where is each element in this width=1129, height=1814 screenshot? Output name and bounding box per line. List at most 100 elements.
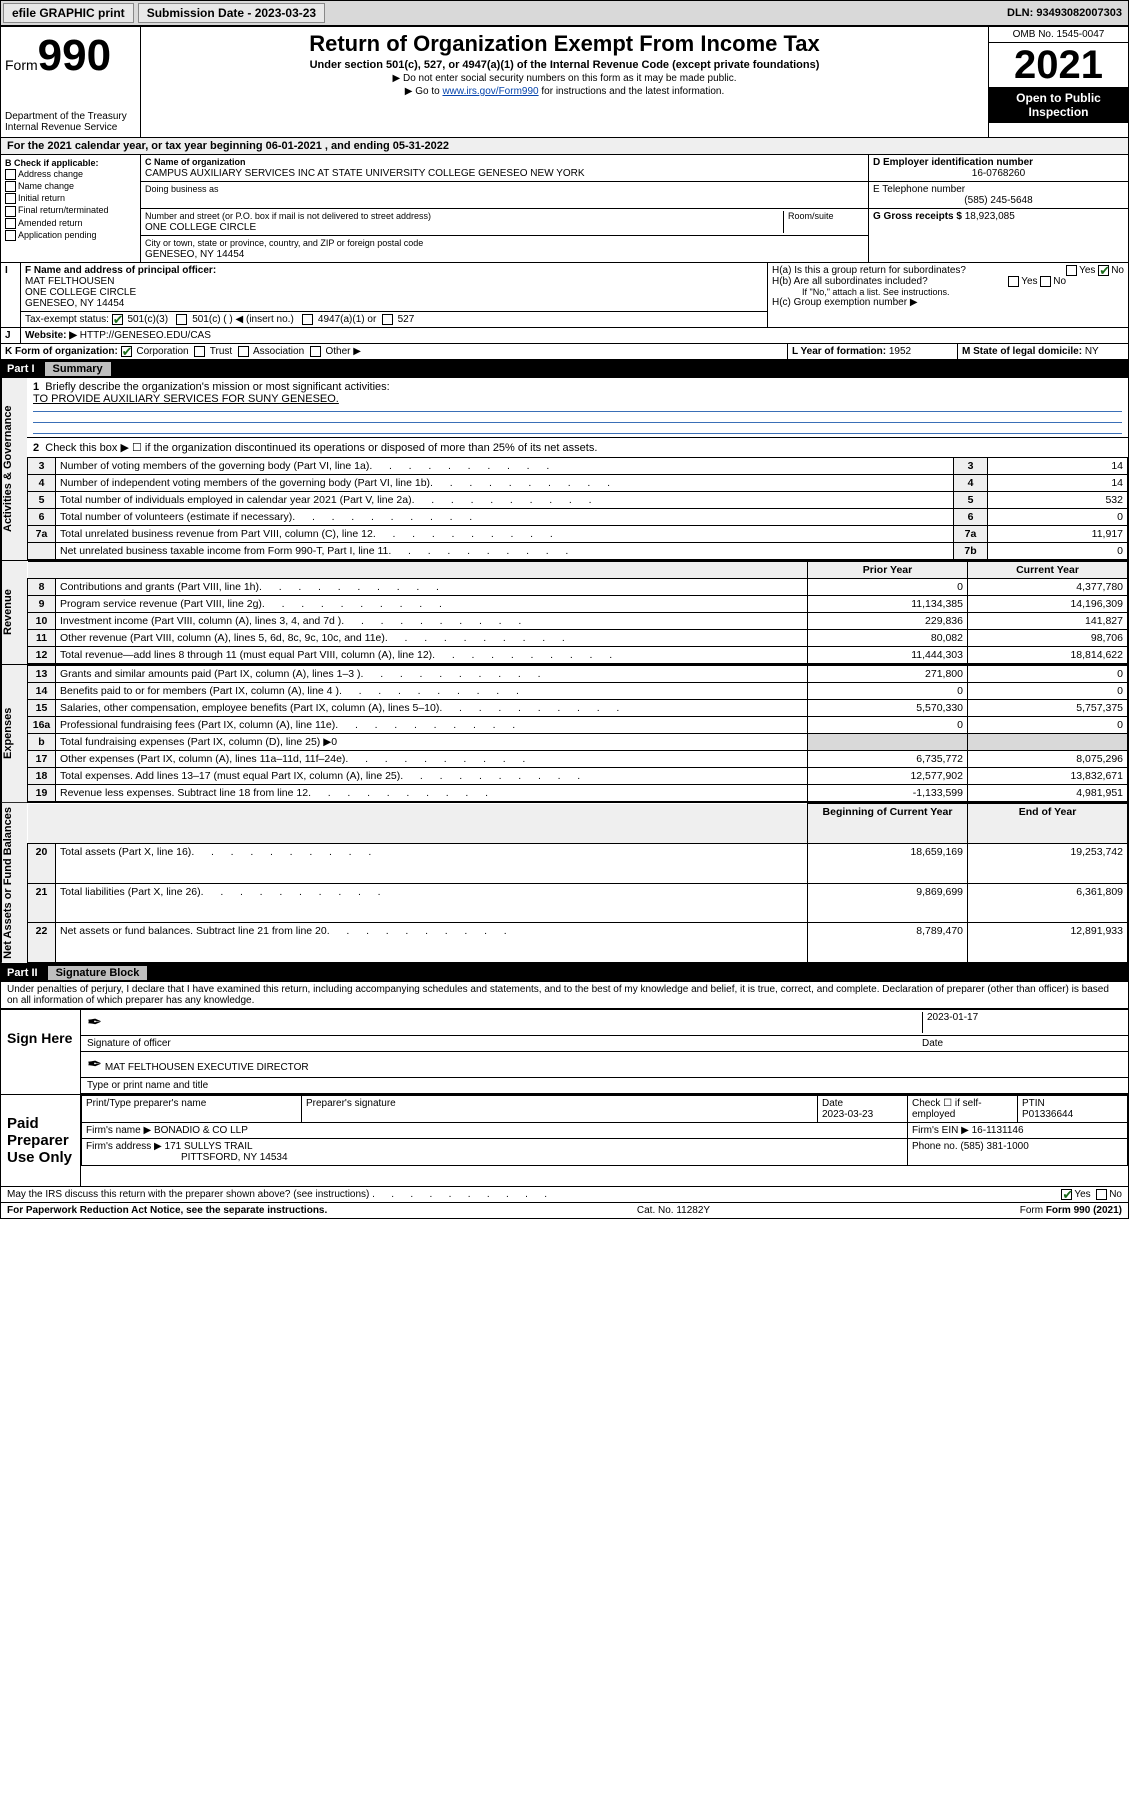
footer-right-txt: Form 990 (2021)	[1046, 1205, 1122, 1216]
chk-527[interactable]	[382, 314, 393, 325]
officer-name: MAT FELTHOUSEN	[25, 276, 114, 287]
chk-4947[interactable]	[302, 314, 313, 325]
note-link: ▶ Go to www.irs.gov/Form990 for instruct…	[151, 86, 978, 97]
chk-pending[interactable]: Application pending	[5, 230, 136, 241]
note-ssn: ▶ Do not enter social security numbers o…	[151, 73, 978, 84]
col-h: H(a) Is this a group return for subordin…	[768, 263, 1128, 327]
header-left: Form990 Department of the Treasury Inter…	[1, 27, 141, 137]
officer-addr2: GENESEO, NY 14454	[25, 298, 124, 309]
hb-label: H(b) Are all subordinates included?	[772, 276, 928, 287]
discuss-no[interactable]	[1096, 1189, 1107, 1200]
chk-address-lbl: Address change	[18, 169, 83, 179]
chk-trust[interactable]	[194, 346, 205, 357]
line-j: J Website: ▶ HTTP://GENESEO.EDU/CAS	[1, 328, 1128, 344]
city: GENESEO, NY 14454	[145, 249, 244, 260]
dept-label: Department of the Treasury	[5, 111, 136, 122]
section-bcdeg: B Check if applicable: Address change Na…	[1, 155, 1128, 263]
irs-link[interactable]: www.irs.gov/Form990	[442, 86, 538, 97]
ptin-lbl: PTIN	[1022, 1098, 1045, 1109]
j-prefix: J	[1, 328, 21, 343]
yes-lbl2: Yes	[1021, 276, 1037, 287]
chk-other[interactable]	[310, 346, 321, 357]
line2: Check this box ▶ ☐ if the organization d…	[45, 442, 597, 454]
room-label: Room/suite	[788, 211, 834, 221]
form-header: Form990 Department of the Treasury Inter…	[1, 27, 1128, 138]
part-i-num: Part I	[7, 363, 35, 375]
chk-corp[interactable]	[121, 346, 132, 357]
form-subtitle: Under section 501(c), 527, or 4947(a)(1)…	[151, 59, 978, 71]
chk-amended[interactable]: Amended return	[5, 218, 136, 229]
part-ii-title: Signature Block	[48, 966, 148, 980]
opt-501c: 501(c) ( ) ◀ (insert no.)	[192, 314, 294, 325]
declaration: Under penalties of perjury, I declare th…	[1, 982, 1128, 1008]
chk-address[interactable]: Address change	[5, 169, 136, 180]
preparer-table: Print/Type preparer's name Preparer's si…	[81, 1095, 1128, 1166]
discuss-yes[interactable]	[1061, 1189, 1072, 1200]
firm-addr-lbl: Firm's address ▶	[86, 1141, 162, 1152]
chk-name[interactable]: Name change	[5, 181, 136, 192]
efile-button[interactable]: efile GRAPHIC print	[3, 3, 134, 23]
footer-right: Form Form 990 (2021)	[1020, 1205, 1122, 1216]
grid-netassets: Beginning of Current YearEnd of Year20To…	[27, 803, 1128, 963]
paid-label: Paid Preparer Use Only	[1, 1095, 81, 1186]
discuss-no-lbl: No	[1109, 1189, 1122, 1200]
vlabel-expenses: Expenses	[1, 665, 27, 802]
hb-yes[interactable]	[1008, 276, 1019, 287]
footer-mid: Cat. No. 11282Y	[637, 1205, 710, 1216]
chk-501c3[interactable]	[112, 314, 123, 325]
vlabel-netassets: Net Assets or Fund Balances	[1, 803, 27, 963]
firm-phone: (585) 381-1000	[960, 1141, 1028, 1152]
vlabel-revenue: Revenue	[1, 561, 27, 664]
yes-lbl: Yes	[1079, 265, 1095, 276]
submission-date-button[interactable]: Submission Date - 2023-03-23	[138, 3, 325, 23]
ptin: P01336644	[1022, 1109, 1073, 1120]
hb-note: If "No," attach a list. See instructions…	[772, 287, 1124, 297]
sect-expenses: Expenses 13Grants and similar amounts pa…	[1, 665, 1128, 803]
f-label: F Name and address of principal officer:	[25, 265, 216, 276]
form-prefix: Form	[5, 57, 38, 73]
grid-revenue: Prior YearCurrent Year8Contributions and…	[27, 561, 1128, 664]
hb-no[interactable]	[1040, 276, 1051, 287]
chk-initial-lbl: Initial return	[18, 193, 65, 203]
prep-sig-lbl: Preparer's signature	[302, 1096, 818, 1123]
sect-netassets: Net Assets or Fund Balances Beginning of…	[1, 803, 1128, 964]
note2-pre: ▶ Go to	[405, 86, 443, 97]
paid-preparer-block: Paid Preparer Use Only Print/Type prepar…	[1, 1094, 1128, 1186]
chk-pending-lbl: Application pending	[18, 230, 97, 240]
open-inspection: Open to Public Inspection	[989, 87, 1128, 123]
m-label: M State of legal domicile:	[962, 346, 1082, 357]
col-f-i: F Name and address of principal officer:…	[21, 263, 768, 327]
discuss-text: May the IRS discuss this return with the…	[7, 1189, 369, 1200]
line1-label: Briefly describe the organization's miss…	[45, 381, 389, 393]
street: ONE COLLEGE CIRCLE	[145, 222, 256, 233]
opt-4947: 4947(a)(1) or	[318, 314, 376, 325]
city-label: City or town, state or province, country…	[145, 238, 423, 248]
j-label: Website: ▶	[25, 330, 77, 341]
gross-receipts: 18,923,085	[965, 211, 1015, 222]
header-right: OMB No. 1545-0047 2021 Open to Public In…	[988, 27, 1128, 137]
firm-ein: 16-1131146	[972, 1125, 1024, 1136]
line-a: For the 2021 calendar year, or tax year …	[1, 138, 1128, 155]
officer-addr1: ONE COLLEGE CIRCLE	[25, 287, 136, 298]
firm-name: BONADIO & CO LLP	[154, 1125, 248, 1136]
discuss-yes-lbl: Yes	[1074, 1189, 1090, 1200]
chk-assoc[interactable]	[238, 346, 249, 357]
firm-addr1: 171 SULLYS TRAIL	[165, 1141, 253, 1152]
part-ii-num: Part II	[7, 967, 38, 979]
sig-date: 2023-01-17	[922, 1012, 1122, 1033]
ha-no[interactable]	[1098, 265, 1109, 276]
topbar: efile GRAPHIC print Submission Date - 20…	[0, 0, 1129, 26]
chk-initial[interactable]: Initial return	[5, 193, 136, 204]
prep-date: 2023-03-23	[822, 1109, 873, 1120]
self-emp[interactable]: Check ☐ if self-employed	[908, 1096, 1018, 1123]
vlabel-activities: Activities & Governance	[1, 378, 27, 560]
l-value: 1952	[889, 346, 911, 357]
tax-year: 2021	[989, 43, 1128, 87]
chk-501c[interactable]	[176, 314, 187, 325]
chk-final[interactable]: Final return/terminated	[5, 205, 136, 216]
l-label: L Year of formation:	[792, 346, 886, 357]
dln-label: DLN: 93493082007303	[1007, 7, 1126, 19]
ha-yes[interactable]	[1066, 265, 1077, 276]
b-label: B Check if applicable:	[5, 158, 136, 168]
opt-other: Other ▶	[325, 346, 360, 357]
